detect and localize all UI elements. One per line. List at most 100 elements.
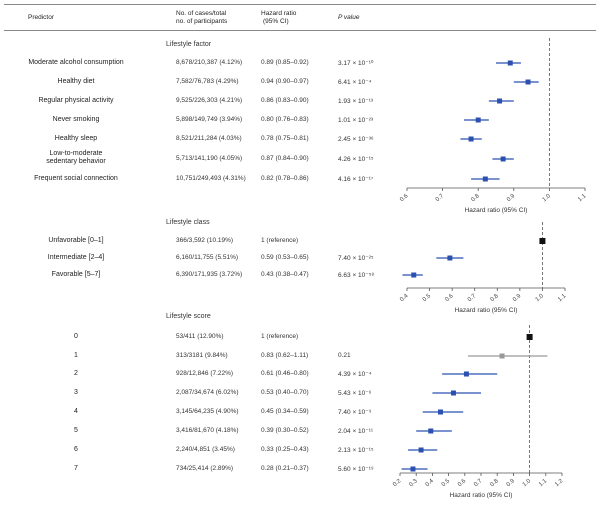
- forest-plot-lifestyle-score: 0.2 0.3 0.4 0.5 0.6 0.7 0.8 0.9 1.0 1.1 1.2 Hazard …: [392, 325, 565, 499]
- x-tick-label: 0.9: [506, 478, 517, 488]
- p-value: 0.21: [338, 352, 351, 359]
- hr-point: [438, 409, 443, 415]
- p-value: 5.43 × 10⁻⁶: [338, 390, 372, 397]
- section-title-lifestyle-score: Lifestyle score: [166, 313, 211, 320]
- forest-plot-lifestyle-factor: 0.6 0.7 0.8 0.9 1.0 1.1 Hazard ratio (95% CI): [399, 38, 588, 214]
- cases-value: 53/411 (12.90%): [176, 333, 224, 340]
- predictor-label: Low-to-moderate sedentary behavior: [46, 150, 106, 165]
- predictor-label: Healthy sleep: [54, 135, 98, 142]
- hr-point: [410, 466, 416, 472]
- p-value: 7.40 × 10⁻⁹: [338, 409, 372, 416]
- x-axis-label: Hazard ratio (95% CI): [455, 307, 518, 314]
- hr-point: [428, 428, 434, 434]
- predictor-label: 1: [74, 352, 78, 359]
- cases-value: 5,898/149,749 (3.94%): [176, 116, 243, 123]
- predictor-label: 3: [74, 389, 78, 396]
- x-axis-label: Hazard ratio (95% CI): [450, 492, 513, 499]
- hazard-ratio-value: 1 (reference): [261, 237, 299, 244]
- x-tick-label: 0.7: [435, 193, 446, 203]
- section-title-lifestyle-factor: Lifestyle factor: [166, 41, 212, 48]
- header-cases-line1: No. of cases/total: [176, 10, 227, 17]
- x-tick-label: 0.7: [467, 293, 478, 303]
- cases-value: 8,521/211,284 (4.03%): [176, 135, 242, 142]
- predictor-label: Never smoking: [52, 116, 100, 123]
- x-tick-label: 0.3: [408, 478, 419, 488]
- header-predictor: Predictor: [28, 14, 55, 21]
- section-title-lifestyle-class: Lifestyle class: [166, 219, 210, 226]
- x-tick-label: 0.5: [441, 478, 452, 488]
- p-value: 2.13 × 10⁻¹⁵: [338, 447, 374, 454]
- hr-point: [411, 272, 417, 278]
- predictor-label: 6: [74, 446, 78, 453]
- hazard-ratio-value: 0.61 (0.46–0.80): [261, 370, 309, 377]
- predictor-label: 2: [74, 370, 78, 377]
- predictor-label: 5: [74, 427, 78, 434]
- p-value: 1.01 × 10⁻²³: [338, 117, 374, 124]
- predictor-label: Moderate alcohol consumption: [28, 59, 124, 66]
- p-value: 6.63 × 10⁻⁵⁸: [338, 272, 375, 279]
- hr-point: [525, 79, 531, 85]
- x-tick-label: 0.7: [473, 478, 484, 488]
- x-tick-label: 0.5: [422, 293, 433, 303]
- predictor-label: 7: [74, 465, 78, 472]
- predictor-label: Frequent social connection: [34, 175, 118, 182]
- top-rule: [4, 4, 596, 5]
- hazard-ratio-value: 0.89 (0.85–0.92): [261, 59, 309, 66]
- hr-point: [500, 156, 506, 162]
- forest-plot-lifestyle-class: 0.4 0.5 0.6 0.7 0.8 0.9 1.0 1.1 Hazard ratio (95…: [399, 222, 568, 314]
- hazard-ratio-value: 0.39 (0.30–0.52): [261, 427, 309, 434]
- cases-value: 2,087/34,674 (6.02%): [176, 389, 239, 396]
- hazard-ratio-value: 1 (reference): [261, 333, 299, 340]
- x-tick-label: 0.4: [399, 293, 410, 303]
- predictor-label: 0: [74, 333, 78, 340]
- hr-point: [450, 390, 456, 396]
- hr-point: [418, 447, 424, 453]
- predictor-label: Healthy diet: [57, 78, 95, 85]
- reference-marker: [539, 238, 546, 244]
- predictor-label: Unfavorable [0–1]: [48, 237, 104, 244]
- p-value: 3.17 × 10⁻¹⁰: [338, 60, 374, 67]
- x-tick-label: 0.8: [470, 193, 481, 203]
- predictor-label: Favorable [5–7]: [51, 271, 101, 278]
- predictor-label: 4: [74, 408, 78, 415]
- hr-point: [447, 255, 453, 261]
- cases-value: 7,582/76,783 (4.29%): [176, 78, 239, 85]
- header-hr-line1: Hazard ratio: [261, 10, 297, 17]
- x-tick-label: 0.8: [489, 478, 500, 488]
- hazard-ratio-value: 0.80 (0.76–0.83): [261, 116, 309, 123]
- x-tick-label: 0.4: [425, 478, 436, 488]
- header-p-value: P value: [338, 14, 360, 21]
- x-tick-label: 0.8: [490, 293, 501, 303]
- header-hr-line2: (95% CI): [263, 18, 289, 25]
- p-value: 1.93 × 10⁻¹³: [338, 98, 374, 105]
- cases-value: 6,390/171,935 (3.72%): [176, 271, 243, 278]
- hr-point: [463, 371, 469, 377]
- cases-value: 3,145/64,235 (4.90%): [176, 408, 239, 415]
- hazard-ratio-value: 0.59 (0.53–0.65): [261, 254, 309, 261]
- x-tick-label: 1.1: [577, 193, 588, 203]
- hazard-ratio-value: 0.83 (0.62–1.11): [261, 352, 309, 359]
- hazard-ratio-value: 0.28 (0.21–0.37): [261, 465, 309, 472]
- cases-value: 366/3,592 (10.19%): [176, 237, 234, 244]
- p-value: 6.41 × 10⁻⁴: [338, 79, 372, 86]
- hazard-ratio-value: 0.45 (0.34–0.59): [261, 408, 309, 415]
- hazard-ratio-value: 0.94 (0.90–0.97): [261, 78, 309, 85]
- hr-point: [468, 136, 474, 142]
- hazard-ratio-value: 0.78 (0.75–0.81): [261, 135, 309, 142]
- cases-value: 3,416/81,670 (4.18%): [176, 427, 239, 434]
- x-tick-label: 1.1: [538, 478, 549, 488]
- cases-value: 5,713/141,190 (4.05%): [176, 155, 243, 162]
- cases-value: 8,678/210,387 (4.12%): [176, 59, 243, 66]
- p-value: 2.45 × 10⁻³⁶: [338, 136, 374, 143]
- x-tick-label: 1.0: [535, 293, 546, 303]
- p-value: 2.04 × 10⁻¹¹: [338, 428, 374, 435]
- x-tick-label: 0.9: [506, 193, 517, 203]
- header-rule: [4, 30, 596, 31]
- hazard-ratio-value: 0.87 (0.84–0.90): [261, 155, 309, 162]
- hr-point: [497, 98, 503, 104]
- cases-value: 313/3181 (9.84%): [176, 352, 228, 359]
- hazard-ratio-value: 0.53 (0.40–0.70): [261, 389, 309, 396]
- hazard-ratio-value: 0.82 (0.78–0.86): [261, 175, 309, 182]
- cases-value: 9,525/226,303 (4.21%): [176, 97, 243, 104]
- x-tick-label: 1.0: [542, 193, 553, 203]
